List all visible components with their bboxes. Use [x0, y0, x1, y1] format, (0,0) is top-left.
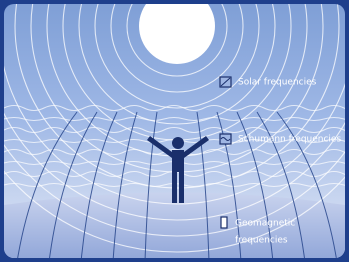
legend-label: Schumann frequencies: [238, 135, 341, 145]
legend-label: Solar frequencies: [238, 78, 317, 88]
geomagnetic-icon: [221, 217, 227, 228]
illustration: Solar frequencies Schumann frequencies G…: [0, 0, 349, 262]
legend-label: Geomagnetic: [235, 219, 295, 229]
legend-label: frequencies: [235, 236, 288, 246]
